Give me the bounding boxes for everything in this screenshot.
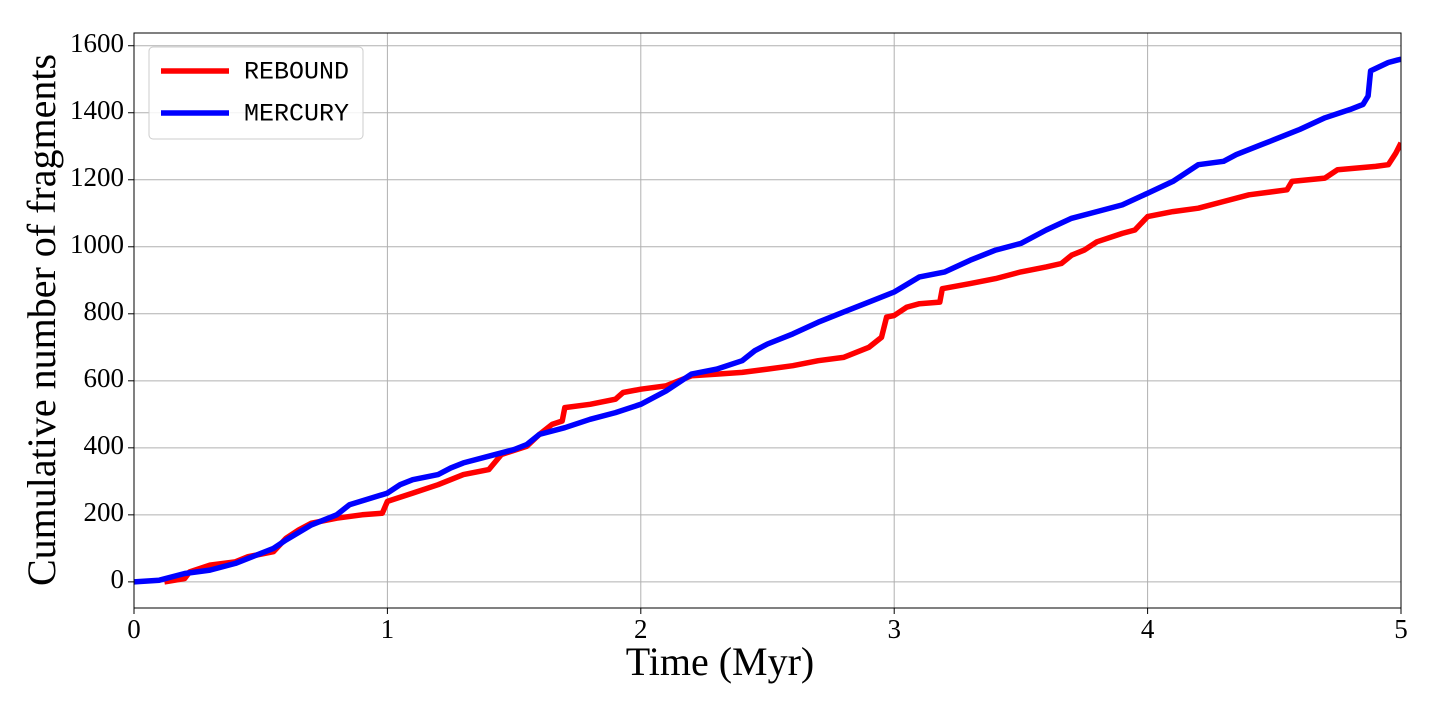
y-axis-label: Cumulative number of fragments bbox=[19, 54, 64, 586]
y-tick-label: 1200 bbox=[70, 162, 124, 192]
y-tick-label: 1000 bbox=[70, 229, 124, 259]
x-tick-label: 4 bbox=[1141, 614, 1155, 644]
x-tick-label: 3 bbox=[887, 614, 901, 644]
y-tick-label: 600 bbox=[84, 363, 125, 393]
y-tick-label: 1600 bbox=[70, 28, 124, 58]
legend-label: REBOUND bbox=[244, 58, 349, 87]
series-line bbox=[163, 141, 1401, 585]
x-tick-label: 5 bbox=[1394, 614, 1408, 644]
y-tick-label: 400 bbox=[84, 430, 125, 460]
x-axis-label: Time (Myr) bbox=[626, 639, 815, 684]
legend: REBOUND MERCURY bbox=[148, 46, 364, 140]
legend-label: MERCURY bbox=[244, 100, 349, 129]
y-tick-label: 0 bbox=[111, 564, 125, 594]
x-tick-label: 1 bbox=[381, 614, 395, 644]
x-tick-label: 2 bbox=[634, 614, 648, 644]
y-tick-label: 800 bbox=[84, 296, 125, 326]
x-tick-label: 0 bbox=[127, 614, 141, 644]
y-tick-label: 1400 bbox=[70, 95, 124, 125]
plot-frame bbox=[133, 32, 1402, 609]
series-line bbox=[134, 56, 1401, 585]
y-tick-label: 200 bbox=[84, 497, 125, 527]
